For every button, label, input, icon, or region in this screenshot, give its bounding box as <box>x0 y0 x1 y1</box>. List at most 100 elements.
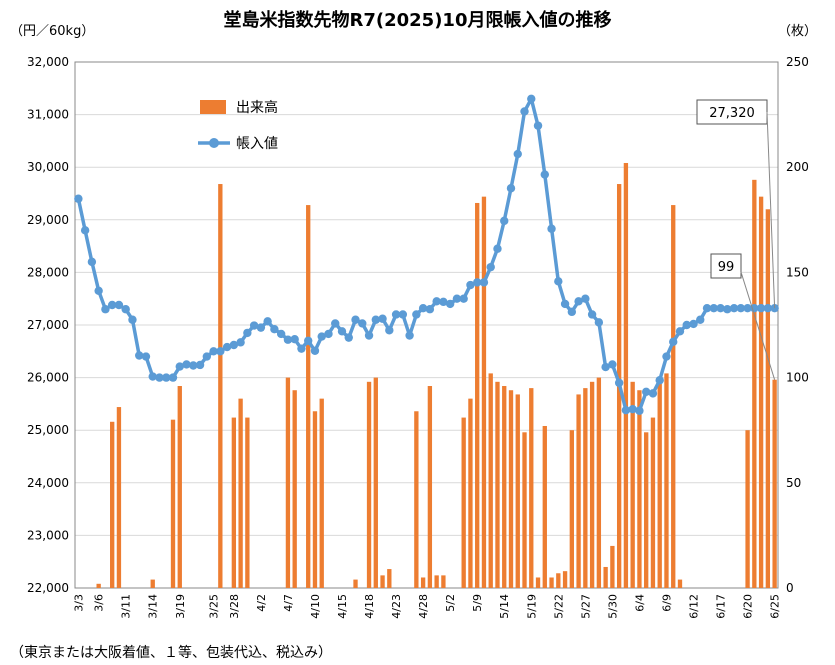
annotation-box <box>696 99 768 125</box>
settlement-price-point <box>344 333 353 342</box>
settlement-price-point <box>182 360 191 369</box>
settlement-price-point <box>709 303 718 313</box>
settlement-price-point <box>662 352 671 361</box>
volume-bar <box>515 394 520 588</box>
volume-bar <box>245 417 250 588</box>
settlement-price-point <box>94 286 103 296</box>
x-axis-tick-label: 4/28 <box>417 594 430 619</box>
right-axis-tick-label: 50 <box>786 476 801 490</box>
settlement-price-point <box>216 347 225 356</box>
settlement-price-point <box>324 329 333 339</box>
settlement-price-point <box>148 372 157 381</box>
annotation-box <box>710 253 742 279</box>
settlement-price-point <box>493 244 502 253</box>
volume-bar <box>752 179 757 588</box>
x-axis-tick-label: 3/28 <box>228 594 241 619</box>
volume-bar <box>481 196 487 588</box>
x-axis-tick-label: 4/15 <box>336 594 349 619</box>
settlement-price-point <box>87 257 97 267</box>
settlement-price-point <box>222 342 232 352</box>
settlement-price-point <box>114 300 124 310</box>
left-axis-tick-label: 30,000 <box>27 160 69 174</box>
x-axis-tick-label: 5/30 <box>606 594 619 619</box>
left-axis-tick-label: 25,000 <box>27 423 69 437</box>
volume-bar <box>373 377 378 588</box>
settlement-price-point <box>486 262 495 272</box>
volume-bar <box>495 381 500 588</box>
settlement-price-point <box>520 107 529 116</box>
annotation-price-callout: 27,320 <box>696 99 776 309</box>
settlement-price-point <box>729 303 739 313</box>
settlement-price-point <box>385 326 394 335</box>
settlement-price-point <box>175 362 184 371</box>
volume-bar <box>292 390 297 588</box>
settlement-price-point <box>101 305 110 314</box>
settlement-price-point <box>331 319 340 328</box>
settlement-price-point <box>304 336 313 345</box>
volume-bar <box>488 373 493 588</box>
settlement-price-point <box>574 297 583 306</box>
volume-bar <box>170 419 176 588</box>
settlement-price-point <box>162 373 171 382</box>
left-axis-unit-label: （円／60kg） <box>10 24 95 39</box>
volume-bar <box>650 417 656 588</box>
settlement-price-point <box>283 335 293 344</box>
left-axis-tick-label: 31,000 <box>27 108 69 122</box>
settlement-price-point <box>425 305 435 314</box>
settlement-price-point <box>310 346 320 355</box>
settlement-price-point <box>696 315 705 324</box>
volume-bar <box>353 579 358 588</box>
settlement-price-point <box>675 327 685 336</box>
settlement-price-point <box>723 305 732 314</box>
settlement-price-point <box>270 325 279 334</box>
settlement-price-point <box>608 360 617 369</box>
settlement-price-point <box>614 378 624 388</box>
left-axis-tick-label: 23,000 <box>27 528 69 542</box>
legend-swatch-volume <box>200 100 226 114</box>
settlement-price-point <box>128 315 137 324</box>
volume-bar <box>461 417 466 588</box>
settlement-price-point <box>290 335 299 344</box>
settlement-price-point <box>540 170 549 179</box>
x-axis-tick-label: 5/2 <box>444 594 457 612</box>
settlement-price-point <box>500 216 509 226</box>
settlement-price-point <box>763 303 773 313</box>
volume-bar <box>380 575 385 588</box>
volume-bar <box>522 432 527 588</box>
volume-bar <box>502 386 507 588</box>
settlement-price-point <box>445 299 455 309</box>
settlement-price-point <box>628 404 637 414</box>
right-axis-unit-label: （枚） <box>778 24 818 39</box>
settlement-price-point <box>560 299 570 309</box>
settlement-price-point <box>378 314 387 323</box>
volume-bar <box>441 575 446 588</box>
settlement-price-point <box>263 317 272 326</box>
settlement-price-point <box>743 303 752 313</box>
right-axis-tick-label: 200 <box>786 160 809 174</box>
volume-bar <box>556 573 561 588</box>
volume-bar <box>623 162 629 588</box>
settlement-price-point <box>107 300 117 310</box>
settlement-price-point <box>135 351 144 360</box>
volume-bar <box>772 379 777 588</box>
settlement-price-point <box>669 337 678 347</box>
volume-bar <box>414 411 419 588</box>
volume-bar <box>657 377 662 588</box>
settlement-price-point <box>702 303 712 313</box>
settlement-price-point <box>459 294 468 303</box>
settlement-price-point <box>195 360 205 370</box>
volume-bar <box>589 381 595 588</box>
settlement-price-point <box>168 373 178 382</box>
settlement-price-point <box>141 352 151 361</box>
volume-bar <box>306 205 311 588</box>
settlement-price-point <box>371 315 381 324</box>
annotation-leader <box>766 111 776 309</box>
settlement-price-point <box>398 310 408 319</box>
annotation-volume-text: 99 <box>718 260 735 275</box>
settlement-price-point <box>256 323 266 332</box>
volume-bar <box>535 577 541 588</box>
settlement-price-point <box>209 347 218 356</box>
settlement-price-point <box>189 361 198 370</box>
volume-bar <box>231 417 237 588</box>
